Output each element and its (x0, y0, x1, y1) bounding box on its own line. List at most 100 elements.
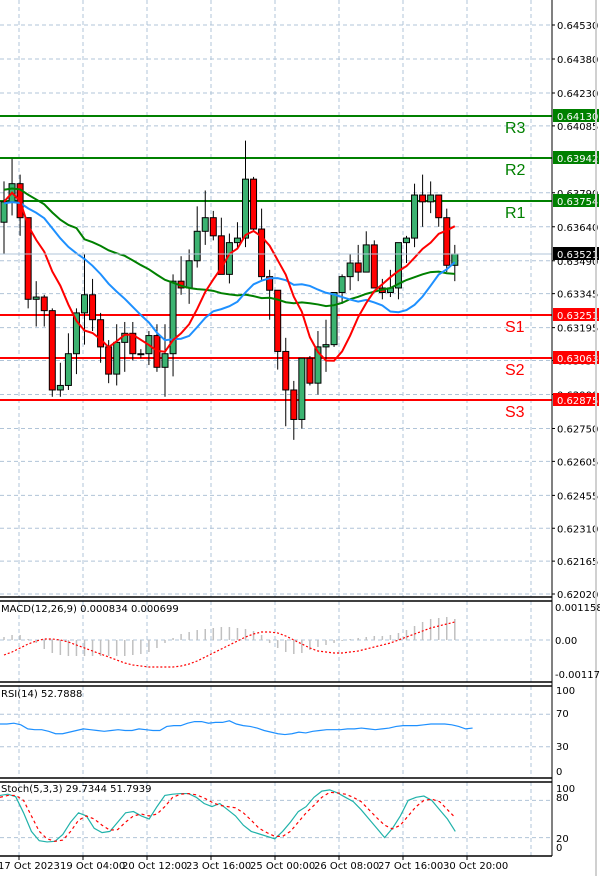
level-price-tag: 0.62875 (557, 396, 598, 407)
level-label-r1: R1 (505, 205, 526, 222)
price-tick: 0.63490 (557, 257, 598, 268)
level-price-tag: 0.63942 (557, 154, 598, 165)
current-price-tag: 0.63521 (557, 250, 598, 261)
candle (346, 262, 354, 278)
price-tick: 0.62455 (557, 491, 598, 502)
rsi-tick: 30 (556, 742, 569, 753)
time-tick: 30 Oct 20:00 (443, 861, 508, 872)
candle (250, 178, 258, 230)
candle (113, 341, 121, 375)
level-label-r3: R3 (505, 120, 526, 137)
candle (435, 194, 443, 219)
price-chart-panel[interactable]: R3 R2 R1 S1 S2 S3 (0, 115, 552, 440)
level-price-tag: 0.63754 (557, 197, 598, 208)
candle (97, 319, 105, 348)
candle (137, 353, 145, 356)
level-price-tag: 0.63251 (557, 311, 598, 322)
rsi-tick: 0 (556, 767, 562, 778)
candle (330, 291, 338, 346)
candle (306, 357, 314, 384)
candle (362, 244, 370, 273)
stoch-tick: 0 (556, 843, 562, 854)
candle (274, 289, 282, 352)
candle (282, 350, 290, 391)
candle (370, 244, 378, 289)
time-tick: 23 Oct 16:00 (186, 861, 251, 872)
grid (0, 0, 552, 856)
rsi-panel[interactable] (0, 713, 552, 748)
macd-tick: 0.001158 (555, 603, 600, 614)
rsi-tick: 70 (556, 709, 569, 720)
macd-panel[interactable] (0, 617, 552, 668)
macd-tick: 0.00 (555, 636, 577, 647)
level-label-s2: S2 (505, 362, 525, 379)
stoch-tick: 100 (556, 784, 575, 795)
time-tick: 26 Oct 08:00 (314, 861, 379, 872)
price-tick: 0.63345 (557, 290, 598, 301)
candle (24, 217, 32, 300)
rsi-tick: 100 (556, 686, 575, 697)
time-tick: 19 Oct 04:00 (60, 861, 125, 872)
candle (403, 237, 410, 244)
candle (32, 296, 40, 300)
macd-label: MACD(12,26,9) 0.000834 0.000699 (1, 604, 179, 615)
price-tick: 0.64380 (557, 55, 598, 66)
candle (258, 228, 266, 278)
macd-tick: -0.001173 (555, 670, 600, 681)
rsi-label: RSI(14) 52.7888 (1, 689, 82, 700)
candle (0, 201, 8, 223)
stoch-tick: 20 (556, 834, 569, 845)
time-tick: 27 Oct 16:00 (378, 861, 443, 872)
candle (129, 332, 137, 355)
candle (81, 294, 88, 314)
price-tick: 0.62750 (557, 425, 598, 436)
candle (40, 296, 48, 312)
price-tick: 0.62020 (557, 590, 598, 601)
candle (242, 178, 249, 239)
candle (48, 310, 56, 391)
price-tick: 0.63640 (557, 223, 598, 234)
candle (89, 294, 97, 321)
time-tick: 25 Oct 00:00 (250, 861, 315, 872)
candle (209, 217, 217, 237)
price-tick: 0.62605 (557, 457, 598, 468)
candle (411, 194, 419, 239)
level-price-tag: 0.64130 (557, 112, 598, 123)
candle (105, 346, 113, 375)
level-label-s1: S1 (505, 319, 525, 336)
candle (298, 357, 306, 420)
candle (314, 346, 322, 384)
price-tick: 0.64530 (557, 21, 598, 32)
candle (185, 260, 193, 289)
candle (233, 237, 241, 244)
level-price-tag: 0.63063 (557, 354, 598, 365)
time-tick: 20 Oct 12:00 (122, 861, 187, 872)
price-tick: 0.62165 (557, 557, 598, 568)
price-tick: 0.64230 (557, 89, 598, 100)
time-tick: 17 Oct 2023 (0, 861, 60, 872)
level-label-r2: R2 (505, 162, 526, 179)
candle (338, 276, 346, 293)
candle (72, 312, 80, 355)
candle (64, 353, 72, 386)
candle (201, 217, 209, 232)
level-label-s3: S3 (505, 404, 525, 421)
candle (290, 389, 298, 420)
price-tick: 0.64085 (557, 122, 598, 133)
candle (394, 242, 402, 289)
candle (217, 235, 225, 275)
stoch-panel[interactable] (0, 789, 552, 843)
candle (161, 353, 169, 368)
candle (419, 194, 427, 203)
candle (443, 217, 451, 266)
candle (193, 230, 201, 262)
stoch-label: Stoch(5,3,3) 29.7344 51.7939 (1, 784, 152, 795)
candle (427, 194, 435, 203)
candle (56, 384, 64, 391)
candle (322, 344, 330, 348)
candle (169, 280, 177, 355)
stoch-tick: 80 (556, 793, 569, 804)
price-tick: 0.62310 (557, 524, 598, 535)
